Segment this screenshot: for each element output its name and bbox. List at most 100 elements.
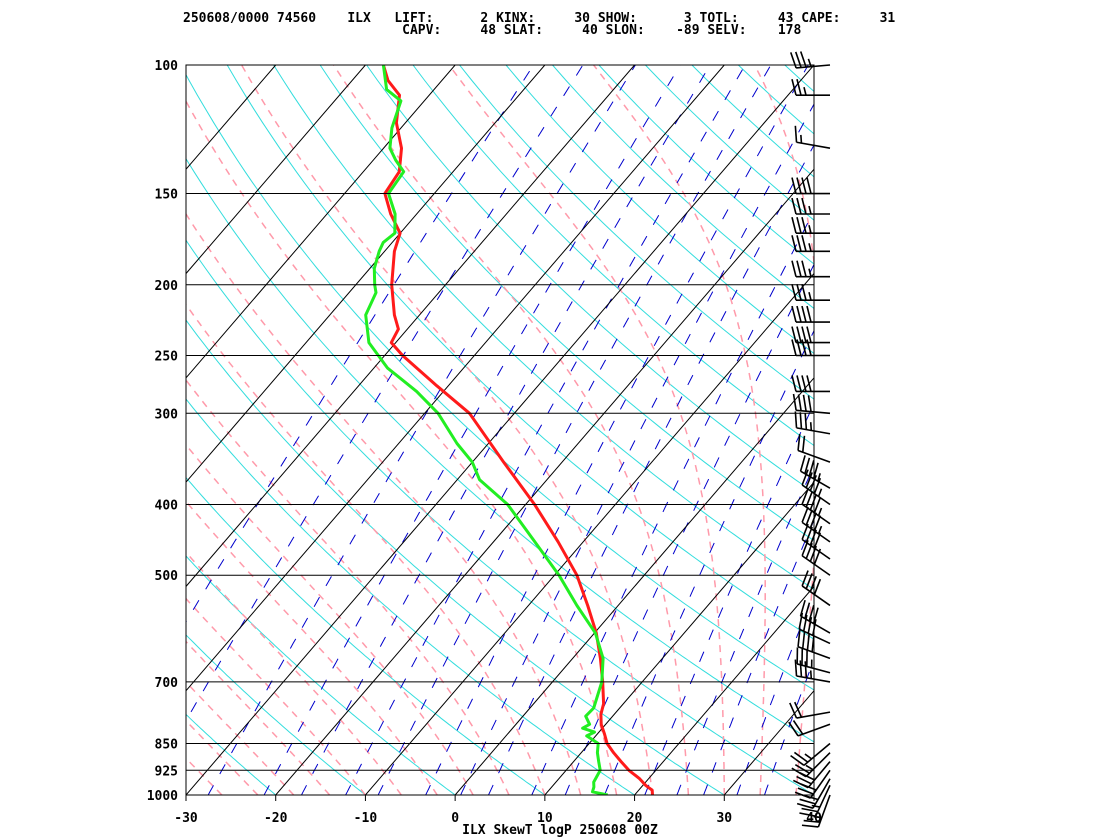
wind-barb-half-flag — [808, 268, 812, 277]
wind-barb-flag — [799, 412, 803, 429]
wind-barb — [801, 794, 831, 828]
wind-barb-flag — [791, 284, 797, 301]
wind-barb-flag — [797, 394, 802, 411]
wind-barb-shaft — [805, 752, 831, 778]
wind-barb-half-flag — [808, 243, 812, 252]
pressure-tick-label: 850 — [155, 737, 179, 752]
moist-adiabat — [186, 597, 366, 795]
dry-adiabat — [186, 239, 814, 795]
wind-barb-flag — [801, 469, 809, 486]
wind-barb-flag — [801, 570, 809, 587]
wind-barb-shaft — [797, 723, 831, 737]
wind-barb-shaft — [817, 794, 831, 828]
wind-barb-half-flag — [808, 225, 812, 234]
wind-barb — [794, 125, 831, 149]
wind-barb-flag — [796, 775, 812, 785]
wind-barb — [791, 752, 831, 778]
wind-barb-flag — [799, 812, 816, 817]
wind-barb-shaft — [801, 538, 831, 560]
wind-barb-flag — [791, 305, 797, 323]
moist-adiabat — [186, 681, 295, 795]
wind-barb-flag — [792, 779, 809, 789]
mixing-ratio-line — [207, 65, 636, 795]
plot-frame — [185, 64, 815, 796]
wind-barb — [801, 506, 831, 543]
wind-barb-shaft — [803, 742, 831, 766]
wind-barb-flag — [805, 472, 813, 489]
mixing-ratio-line — [736, 592, 814, 795]
wind-barb-flag — [801, 435, 806, 453]
dry-adiabat — [226, 65, 814, 640]
wind-barb-flag — [793, 751, 809, 763]
pressure-tick-label: 400 — [155, 499, 179, 514]
dry-adiabat — [784, 65, 814, 93]
isotherm-line — [0, 65, 7, 795]
wind-barb — [791, 326, 830, 344]
wind-barb-flag — [792, 393, 797, 411]
wind-barb-flag — [806, 305, 812, 323]
wind-barb-flag — [801, 824, 819, 828]
wind-barb-shaft — [796, 711, 831, 719]
wind-barb-flag — [802, 394, 807, 412]
wind-barb-half-flag — [817, 488, 823, 497]
wind-barb — [801, 488, 831, 525]
temperature-tick-label: -20 — [264, 811, 288, 826]
wind-barb-flag — [797, 630, 801, 647]
wind-barb-flag — [807, 616, 813, 634]
wind-barb-flag — [791, 339, 797, 356]
wind-barb — [794, 411, 831, 435]
wind-barb-half-flag — [803, 87, 807, 96]
wind-barb — [801, 523, 831, 560]
wind-barb-flag — [796, 326, 802, 343]
wind-barb-flag — [790, 754, 805, 766]
wind-barb-half-flag — [807, 58, 812, 67]
dry-adiabat — [273, 65, 814, 591]
wind-barb-half-flag — [805, 764, 814, 771]
wind-barb-flag — [802, 614, 808, 632]
wind-barb-shaft — [800, 615, 831, 634]
wind-barb-flag — [794, 659, 798, 677]
isotherm-line — [365, 272, 814, 795]
wind-barb-half-flag — [808, 292, 812, 301]
wind-barb-shaft — [801, 503, 831, 525]
mixing-ratio-line — [301, 65, 711, 795]
wind-barb-flag — [796, 79, 802, 96]
wind-barb-flag — [796, 217, 802, 234]
wind-barb-flag — [801, 197, 807, 215]
wind-barb-flag — [799, 455, 806, 472]
wind-barb-flag — [801, 177, 807, 194]
wind-barb — [792, 393, 831, 415]
wind-barb-flag — [792, 720, 804, 735]
wind-barb-flag — [801, 260, 807, 277]
wind-barb-flag — [804, 457, 811, 474]
wind-barb-shaft — [801, 555, 831, 576]
wind-barb-flag — [794, 125, 798, 143]
moist-adiabat — [186, 719, 259, 795]
pressure-tick-label: 700 — [155, 676, 179, 691]
moist-adiabat — [186, 303, 546, 795]
wind-barb-flag — [813, 477, 822, 494]
wind-barb — [791, 284, 830, 302]
temperature-tick-label: 30 — [716, 811, 732, 826]
wind-barb-shaft — [801, 521, 831, 543]
wind-barb-flag — [809, 475, 817, 492]
wind-barb-flag — [799, 51, 807, 68]
wind-barb-flag — [804, 413, 808, 430]
wind-barb-flag — [799, 660, 803, 677]
wind-barb-flag — [813, 497, 822, 514]
wind-barb — [788, 720, 831, 737]
wind-barb — [797, 630, 831, 660]
temperature-tick-label: 0 — [451, 811, 459, 826]
dry-adiabat — [186, 476, 546, 795]
mixing-ratio-line — [564, 263, 814, 795]
dry-adiabat — [412, 65, 814, 447]
wind-barb-flag — [801, 217, 807, 234]
wind-barb — [791, 235, 830, 253]
wind-barb-flag — [796, 177, 802, 194]
pressure-tick-label: 200 — [155, 279, 179, 294]
wind-barb-half-flag — [809, 422, 813, 431]
mixing-ratio-line — [263, 65, 681, 795]
wind-barb-flag — [805, 573, 813, 590]
temperature-tick-label: -30 — [174, 811, 198, 826]
isotherm-line — [454, 377, 814, 795]
